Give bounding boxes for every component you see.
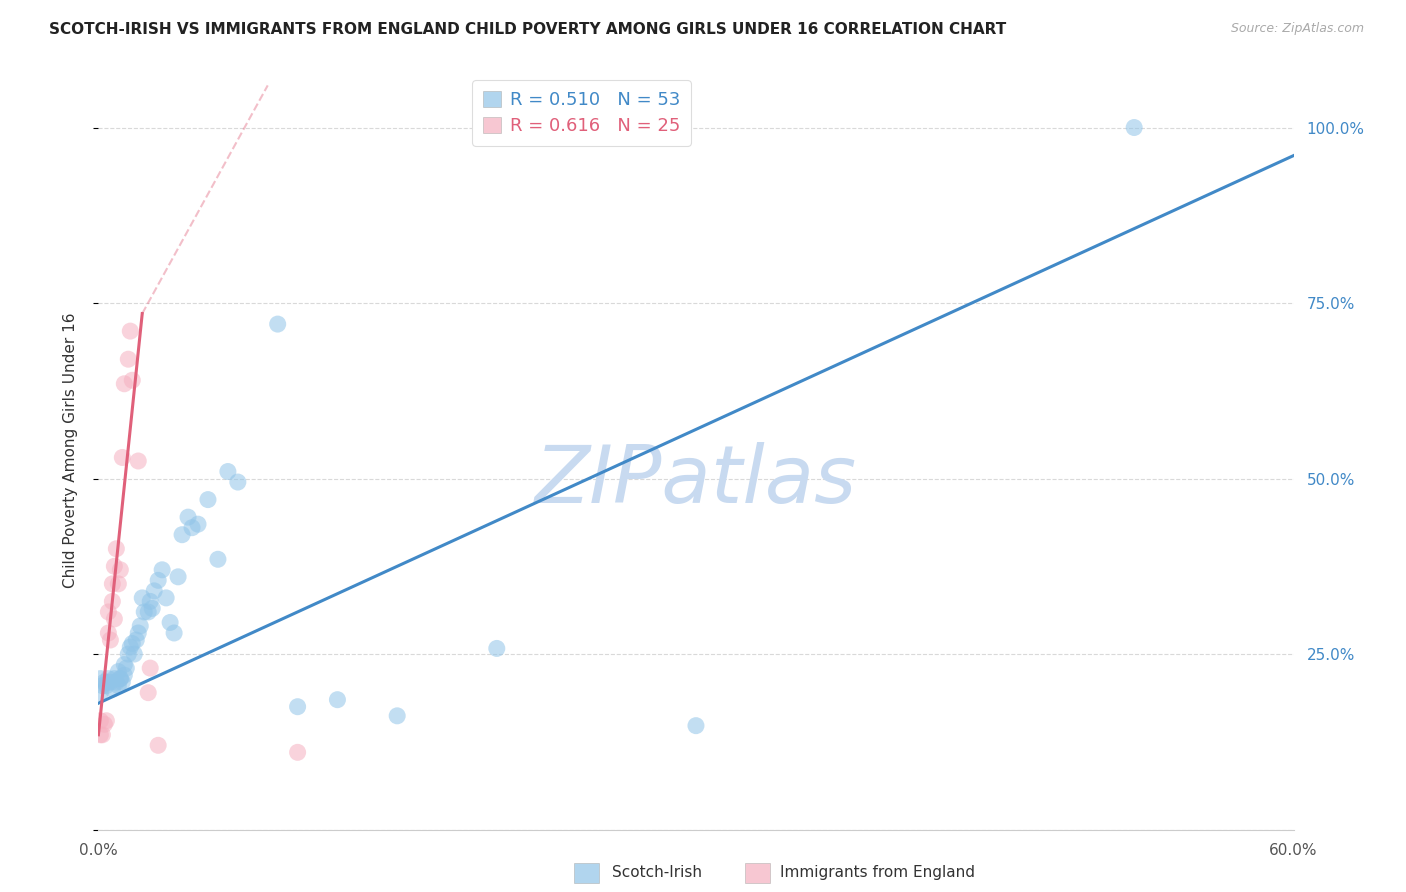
- Point: [267, 317, 290, 331]
- Point: [197, 492, 219, 507]
- Point: [103, 559, 125, 574]
- Point: [287, 699, 309, 714]
- Point: [177, 510, 200, 524]
- Point: [121, 636, 143, 650]
- Point: [121, 373, 143, 387]
- Y-axis label: Child Poverty Among Girls Under 16: Child Poverty Among Girls Under 16: [63, 313, 77, 588]
- Point: [136, 686, 159, 700]
- Point: [124, 647, 146, 661]
- Text: Immigrants from England: Immigrants from England: [780, 865, 976, 880]
- Point: [127, 454, 149, 468]
- Point: [93, 717, 115, 731]
- Point: [110, 563, 132, 577]
- Point: [163, 626, 186, 640]
- Point: [155, 591, 177, 605]
- Text: Scotch-Irish: Scotch-Irish: [612, 865, 702, 880]
- Point: [326, 692, 349, 706]
- Point: [287, 745, 309, 759]
- Point: [98, 675, 122, 690]
- Point: [131, 591, 153, 605]
- Point: [93, 675, 115, 690]
- Point: [101, 594, 124, 608]
- Point: [485, 641, 508, 656]
- Point: [112, 376, 135, 391]
- Point: [141, 601, 163, 615]
- Point: [111, 450, 134, 465]
- Point: [115, 661, 138, 675]
- Point: [226, 475, 249, 489]
- Point: [127, 626, 149, 640]
- Point: [117, 647, 139, 661]
- Point: [89, 728, 111, 742]
- Point: [181, 521, 204, 535]
- Point: [207, 552, 229, 566]
- Point: [97, 672, 120, 686]
- Point: [101, 577, 124, 591]
- Point: [148, 574, 170, 588]
- Point: [143, 583, 166, 598]
- Point: [97, 675, 120, 690]
- Point: [139, 594, 162, 608]
- Point: [187, 517, 209, 532]
- Point: [89, 672, 111, 686]
- Point: [120, 324, 142, 338]
- Text: Source: ZipAtlas.com: Source: ZipAtlas.com: [1230, 22, 1364, 36]
- Point: [97, 605, 120, 619]
- Point: [685, 719, 707, 733]
- Point: [217, 465, 239, 479]
- Point: [125, 633, 148, 648]
- Point: [97, 626, 120, 640]
- Point: [107, 679, 129, 693]
- Legend: R = 0.510   N = 53, R = 0.616   N = 25: R = 0.510 N = 53, R = 0.616 N = 25: [472, 80, 692, 145]
- Point: [136, 605, 159, 619]
- Point: [91, 679, 114, 693]
- Point: [96, 679, 118, 693]
- Point: [112, 668, 135, 682]
- Point: [107, 577, 129, 591]
- Point: [98, 633, 122, 648]
- Point: [111, 675, 134, 690]
- Point: [385, 708, 409, 723]
- Point: [117, 352, 139, 367]
- Point: [103, 612, 125, 626]
- Point: [167, 570, 190, 584]
- Point: [110, 672, 132, 686]
- Text: ZIPatlas: ZIPatlas: [534, 442, 858, 520]
- Point: [96, 714, 118, 728]
- Point: [1123, 120, 1146, 135]
- Point: [103, 672, 125, 686]
- Point: [91, 728, 114, 742]
- Point: [139, 661, 162, 675]
- Point: [89, 714, 111, 728]
- Point: [159, 615, 181, 630]
- Point: [172, 527, 194, 541]
- Point: [89, 686, 111, 700]
- Point: [129, 619, 152, 633]
- Point: [101, 682, 124, 697]
- Point: [120, 640, 142, 654]
- Point: [110, 672, 132, 686]
- Point: [134, 605, 156, 619]
- Point: [148, 739, 170, 753]
- Text: SCOTCH-IRISH VS IMMIGRANTS FROM ENGLAND CHILD POVERTY AMONG GIRLS UNDER 16 CORRE: SCOTCH-IRISH VS IMMIGRANTS FROM ENGLAND …: [49, 22, 1007, 37]
- Point: [150, 563, 173, 577]
- Point: [105, 541, 128, 556]
- Point: [105, 675, 128, 690]
- Point: [112, 657, 135, 672]
- Point: [107, 665, 129, 679]
